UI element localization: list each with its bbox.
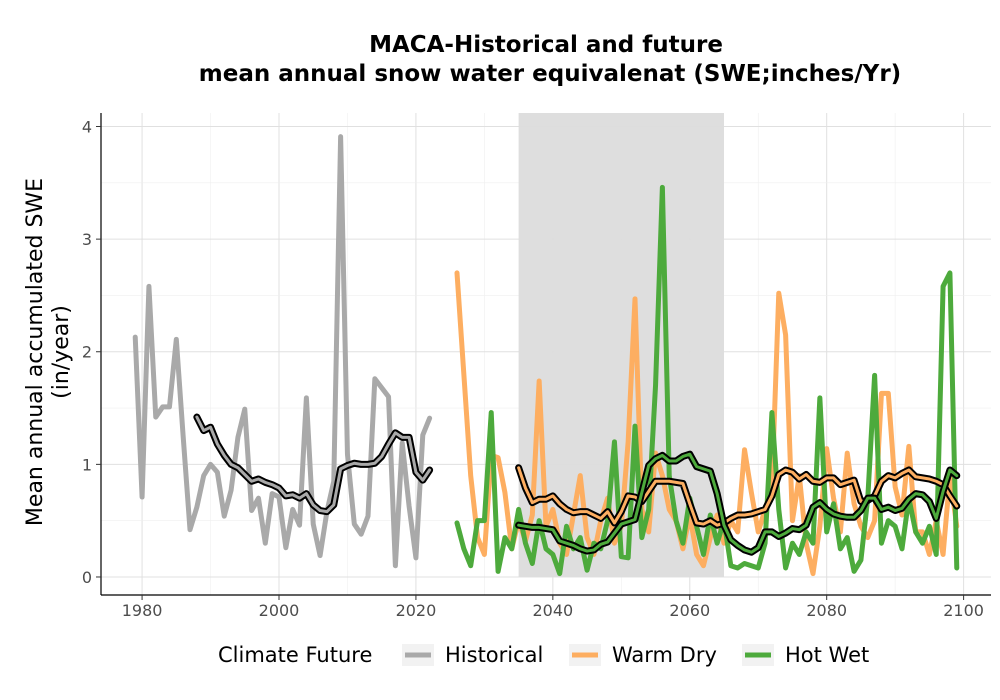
x-tick-label-2080: 2080 [806,601,847,620]
x-tick-label-1980: 1980 [122,601,163,620]
x-tick-label-2100: 2100 [943,601,984,620]
y-axis-label-line1: Mean annual accumulated SWE [23,178,48,526]
y-tick-label-0: 0 [82,568,92,587]
chart-title: MACA-Historical and future [369,32,723,58]
legend: Climate Future Historical Warm Dry Hot Wet [218,643,869,667]
series-line-historical [132,134,433,569]
legend-label-warm-dry: Warm Dry [612,643,717,667]
y-tick-label-3: 3 [82,230,92,249]
y-tick-label-2: 2 [82,343,92,362]
plot-area: 1980 2000 2020 2040 2060 2080 2100 0 1 2 3 4 [82,113,991,620]
legend-label-hot-wet: Hot Wet [785,643,869,667]
y-tick-label-4: 4 [82,118,92,137]
smoothed-line-hot-wet [517,452,959,554]
chart-subtitle: mean annual snow water equivalenat (SWE;… [199,61,901,87]
x-tick-label-2060: 2060 [669,601,710,620]
x-tick-label-2000: 2000 [259,601,300,620]
x-tick-label-2040: 2040 [532,601,573,620]
legend-label-historical: Historical [445,643,543,667]
smoothed-line-warm-dry [517,466,959,527]
legend-title: Climate Future [218,643,372,667]
y-axis-label-line2: (in/year) [49,305,74,399]
y-tick-label-1: 1 [82,455,92,474]
y-axis-label: Mean annual accumulated SWE (in/year) [23,178,74,526]
smoothed-line-historical [195,415,432,514]
x-tick-label-2020: 2020 [396,601,437,620]
series-line-warm-dry [454,270,960,577]
